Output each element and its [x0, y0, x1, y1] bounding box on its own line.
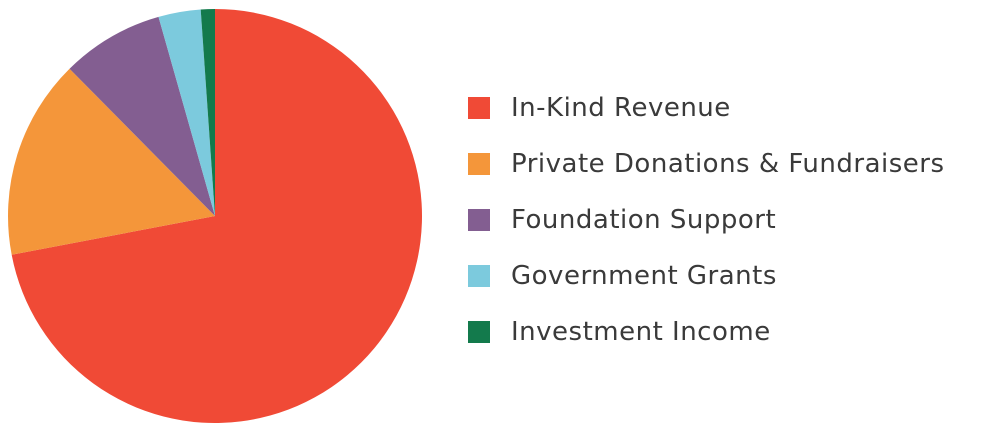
legend-swatch	[468, 321, 490, 343]
legend-item-private-donations: Private Donations & Fundraisers	[468, 136, 988, 192]
legend-swatch	[468, 153, 490, 175]
chart-legend: In-Kind Revenue Private Donations & Fund…	[468, 80, 988, 360]
legend-item-investment-income: Investment Income	[468, 304, 988, 360]
legend-swatch	[468, 209, 490, 231]
legend-label: In-Kind Revenue	[511, 93, 731, 123]
legend-swatch	[468, 265, 490, 287]
legend-swatch	[468, 97, 490, 119]
pie-slice-in-kind-revenue	[11, 9, 422, 423]
legend-label: Foundation Support	[511, 205, 777, 235]
legend-label: Private Donations & Fundraisers	[511, 149, 945, 179]
legend-item-government-grants: Government Grants	[468, 248, 988, 304]
legend-label: Government Grants	[511, 261, 777, 291]
pie-slice-private-donations-fundraisers	[8, 68, 215, 255]
legend-item-foundation-support: Foundation Support	[468, 192, 988, 248]
pie-chart	[8, 8, 422, 423]
pie-slice-foundation-support	[69, 16, 215, 216]
pie-slice-investment-income	[200, 8, 215, 217]
legend-label: Investment Income	[511, 317, 771, 347]
pie-slice-government-grants	[158, 9, 215, 216]
legend-item-in-kind-revenue: In-Kind Revenue	[468, 80, 988, 136]
